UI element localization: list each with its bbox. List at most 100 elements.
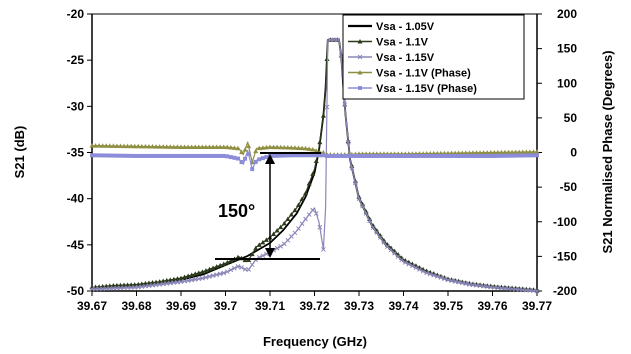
series-marker [228,267,234,273]
series-marker [446,153,450,158]
series-marker [281,220,287,226]
series-marker [466,150,472,155]
series-marker [357,70,363,75]
series-marker [93,286,98,292]
series-marker [214,264,220,269]
series-marker [278,243,284,249]
series-marker [118,285,123,291]
series-marker [193,153,198,158]
series-3 [89,37,540,294]
series-marker [463,281,469,286]
series-marker [310,207,316,213]
y2-tick-label: -150 [553,249,577,263]
series-marker [378,153,383,158]
series-marker [295,145,301,150]
series-marker [406,261,412,267]
series-marker [199,269,205,274]
series-marker [114,153,119,158]
series-marker [527,153,532,158]
series-marker [370,225,376,230]
series-marker [104,153,109,158]
series-marker [235,145,241,151]
phase-annotation: 150° [215,152,321,260]
series-marker [317,139,323,145]
series-marker [530,149,536,154]
series-marker [502,153,507,158]
series-marker [463,150,469,155]
series-marker [110,143,116,148]
x-tick-label: 39.77 [522,299,552,313]
series-marker [417,267,422,272]
series-marker [228,155,233,160]
series-marker [178,279,184,285]
series-marker [228,258,234,263]
y2-tick-label: -100 [553,215,577,229]
x-tick-label: 39.73 [344,299,374,313]
series-marker [399,153,404,158]
series-marker [203,268,209,273]
series-marker [502,149,508,155]
series-marker [417,153,422,158]
series-marker [231,145,237,150]
series-marker [146,283,152,289]
legend-entry: Vsa - 1.1V (Phase) [348,68,471,80]
series-marker [114,143,120,148]
series-marker [264,155,269,160]
series-marker [256,145,262,151]
series-marker [224,269,230,275]
series-marker [196,276,202,282]
series-marker [413,265,419,271]
series-marker [218,153,223,158]
legend-label: Vsa - 1.05V [376,21,435,33]
series-marker [239,160,244,165]
legend: Vsa - 1.05V Vsa - 1.1V Vsa - 1.15V Vsa - 1.… [342,14,525,100]
series-marker [125,153,130,158]
series-marker [150,153,155,158]
series-marker [332,153,337,158]
series-marker [531,153,536,158]
series-marker [358,86,362,90]
series-marker [520,149,526,155]
series-marker [285,216,291,221]
legend-entry: Vsa - 1.15V (Phase) [348,83,477,95]
series-marker [153,282,159,288]
series-marker [221,153,226,158]
series-marker [246,143,252,149]
series-marker [125,285,130,291]
series-marker [313,211,319,216]
series-marker [360,203,365,209]
series-marker [353,180,358,186]
series-marker [167,280,173,286]
x-tick-label: 39.67 [77,299,107,313]
series-marker [260,156,265,161]
series-marker [509,149,515,155]
series-marker [103,286,109,291]
series-marker [111,285,116,291]
series-marker [192,277,198,282]
y-axis-label: S21 (dB) [12,126,27,179]
y-tick-label: -45 [67,238,85,252]
series-marker [310,153,315,158]
series-marker [114,285,120,291]
series-marker [271,144,277,150]
series-marker [235,156,240,161]
series-marker [385,244,390,249]
series-marker [164,281,170,286]
series-marker [491,149,497,155]
series-marker [456,279,462,285]
series-marker [481,283,486,289]
series-marker [96,143,102,148]
series-marker [410,263,415,269]
series-marker [167,277,173,282]
series-marker [121,285,127,291]
series-marker [210,273,216,278]
series-marker [157,153,162,158]
series-marker [142,143,148,149]
series-marker [459,280,465,286]
series-marker [154,153,159,158]
series-marker [199,144,205,149]
series-marker [378,235,383,240]
series-marker [406,153,411,158]
y-tick-label: -50 [67,284,85,298]
series-marker [385,153,390,158]
